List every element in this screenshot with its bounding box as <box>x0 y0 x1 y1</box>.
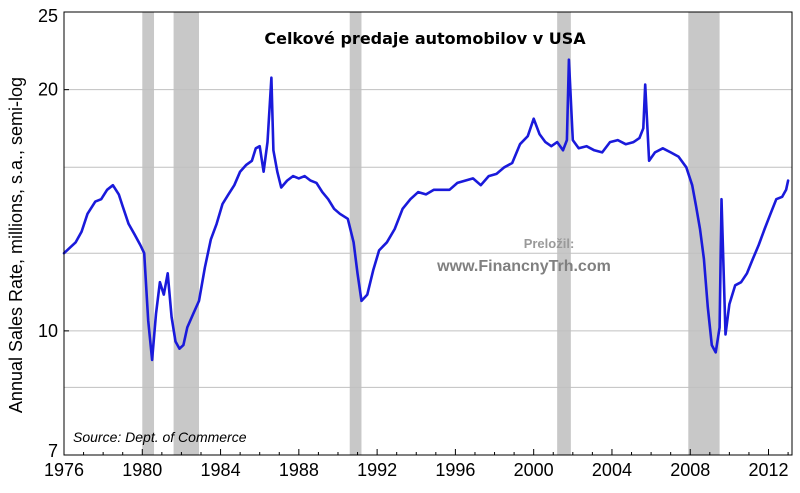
x-tick-label: 2008 <box>670 460 710 480</box>
recession-bands <box>142 12 720 455</box>
x-tick-label: 1980 <box>122 460 162 480</box>
x-tick-label: 1976 <box>44 460 84 480</box>
x-tick-label: 1984 <box>201 460 241 480</box>
y-tick-label: 20 <box>38 80 58 100</box>
x-tick-label: 1996 <box>435 460 475 480</box>
chart-title: Celkové predaje automobilov v USA <box>264 29 586 48</box>
y-tick-label: 7 <box>48 441 58 461</box>
recession-band-5 <box>688 12 720 455</box>
recession-band-2 <box>173 12 200 455</box>
credit-line1: Preložil: <box>524 236 575 251</box>
x-tick-label: 2000 <box>514 460 554 480</box>
x-tick-label: 2012 <box>748 460 788 480</box>
x-tick-label: 2004 <box>592 460 632 480</box>
plot-border <box>63 11 793 456</box>
credit-line2: www.FinancnyTrh.com <box>436 258 611 275</box>
recession-band-3 <box>349 12 362 455</box>
source-note: Source: Dept. of Commerce <box>73 429 247 445</box>
y-tick-label: 10 <box>38 321 58 341</box>
recession-band-1 <box>142 12 155 455</box>
y-axis-ticks: 7 10 20 25 <box>38 6 69 461</box>
y-tick-label: 25 <box>38 6 58 26</box>
x-axis-ticks: 1976 1980 1984 1988 1992 1996 2000 2004 2008 2012 <box>44 449 789 480</box>
series-line-1 <box>62 58 790 362</box>
x-tick-label: 1988 <box>279 460 319 480</box>
y-axis-title: Annual Sales Rate, millions, s.a., semi-… <box>6 77 26 413</box>
series-layer <box>62 58 790 362</box>
x-tick-label: 1992 <box>357 460 397 480</box>
gridlines <box>64 89 792 388</box>
